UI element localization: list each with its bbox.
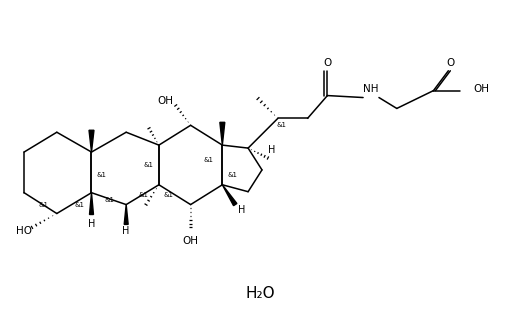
Text: HO: HO [16, 226, 32, 236]
Text: &1: &1 [105, 197, 114, 203]
Text: &1: &1 [74, 202, 85, 208]
Text: OH: OH [158, 95, 174, 106]
Text: NH: NH [363, 84, 379, 94]
Text: OH: OH [473, 84, 489, 94]
Text: &1: &1 [203, 157, 213, 163]
Text: &1: &1 [138, 192, 148, 198]
Polygon shape [223, 185, 237, 206]
Text: &1: &1 [227, 172, 237, 178]
Text: OH: OH [183, 236, 199, 246]
Polygon shape [220, 122, 225, 145]
Text: O: O [323, 58, 332, 68]
Polygon shape [89, 193, 94, 215]
Polygon shape [89, 130, 94, 152]
Polygon shape [124, 204, 128, 224]
Text: H₂O: H₂O [245, 286, 275, 301]
Text: H: H [88, 219, 95, 230]
Text: &1: &1 [39, 202, 49, 208]
Text: &1: &1 [144, 162, 154, 168]
Text: H: H [268, 145, 276, 155]
Text: O: O [446, 58, 454, 68]
Text: &1: &1 [164, 192, 174, 198]
Text: &1: &1 [96, 172, 107, 178]
Text: H: H [123, 226, 130, 236]
Text: H: H [239, 204, 246, 215]
Text: &1: &1 [277, 122, 287, 128]
